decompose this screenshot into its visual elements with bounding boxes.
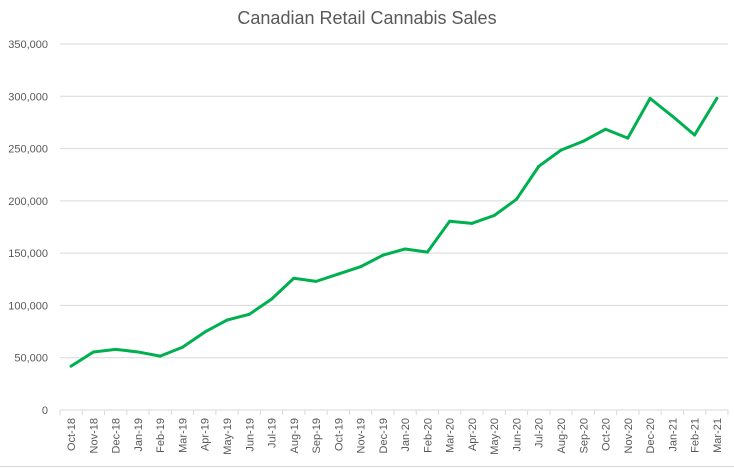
- data-point: [336, 272, 340, 276]
- data-point: [314, 279, 318, 283]
- data-point: [270, 297, 274, 301]
- x-tick-label: Feb-20: [422, 418, 434, 453]
- x-tick-label: Feb-21: [690, 418, 702, 453]
- x-tick-label: May-20: [489, 418, 501, 455]
- x-tick-label: Mar-21: [712, 418, 724, 453]
- x-tick-label: Jul-20: [534, 418, 546, 448]
- data-point: [381, 253, 385, 257]
- x-tick-label: Apr-20: [467, 418, 479, 451]
- x-tick-label: Sep-19: [311, 418, 323, 453]
- y-tick-label: 300,000: [8, 91, 48, 103]
- x-tick-label: Jun-20: [511, 418, 523, 452]
- data-point: [670, 114, 674, 118]
- data-point: [136, 350, 140, 354]
- x-tick-label: Jun-19: [244, 418, 256, 452]
- chart-title: Canadian Retail Cannabis Sales: [237, 8, 496, 28]
- y-tick-label: 50,000: [14, 353, 48, 365]
- y-tick-label: 0: [42, 405, 48, 417]
- x-tick-label: Jan-21: [667, 418, 679, 452]
- x-tick-label: Nov-18: [88, 418, 100, 453]
- data-point: [225, 318, 229, 322]
- data-point: [492, 213, 496, 217]
- data-point: [114, 347, 118, 351]
- data-point: [626, 136, 630, 140]
- data-point: [180, 345, 184, 349]
- x-tick-label: Oct-18: [66, 418, 78, 451]
- data-point: [69, 364, 73, 368]
- x-tick-label: Oct-20: [601, 418, 613, 451]
- chart-border: [0, 466, 734, 467]
- x-tick-label: Apr-19: [200, 418, 212, 451]
- data-point: [715, 96, 719, 100]
- x-tick-label: Jan-20: [400, 418, 412, 452]
- data-point: [514, 197, 518, 201]
- x-tick-label: Dec-19: [378, 418, 390, 453]
- data-point: [425, 250, 429, 254]
- x-tick-label: Nov-19: [356, 418, 368, 453]
- data-point: [448, 219, 452, 223]
- y-tick-label: 350,000: [8, 39, 48, 51]
- data-point: [91, 350, 95, 354]
- data-point: [158, 354, 162, 358]
- x-tick-label: Aug-19: [289, 418, 301, 453]
- x-tick-label: Mar-20: [445, 418, 457, 453]
- x-tick-label: Sep-20: [578, 418, 590, 453]
- y-tick-label: 200,000: [8, 196, 48, 208]
- series-group: [69, 96, 719, 368]
- data-point: [537, 164, 541, 168]
- series-line: [69, 96, 719, 368]
- data-point: [581, 139, 585, 143]
- y-tick-label: 250,000: [8, 144, 48, 156]
- data-point: [359, 265, 363, 269]
- y-tick-label: 150,000: [8, 248, 48, 260]
- x-tick-label: Dec-18: [111, 418, 123, 453]
- x-tick-label: Aug-20: [556, 418, 568, 453]
- data-point: [470, 221, 474, 225]
- x-tick-label: Jan-19: [133, 418, 145, 452]
- data-point: [403, 247, 407, 251]
- data-point: [292, 276, 296, 280]
- y-tick-label: 100,000: [8, 300, 48, 312]
- x-tick-label: Jul-19: [267, 418, 279, 448]
- x-axis: Oct-18 Nov-18 Dec-18 Jan-19 Feb-19 Mar-19 Apr-…: [59, 409, 729, 455]
- x-tick-label: Feb-19: [155, 418, 167, 453]
- gridlines: [60, 43, 728, 359]
- data-point: [559, 148, 563, 152]
- data-point: [604, 127, 608, 131]
- x-tick-label: May-19: [222, 418, 234, 455]
- data-point: [648, 96, 652, 100]
- data-point: [203, 330, 207, 334]
- x-tick-label: Oct-19: [333, 418, 345, 451]
- data-point: [693, 133, 697, 137]
- x-tick-label: Nov-20: [623, 418, 635, 453]
- data-point: [247, 312, 251, 316]
- x-tick-label: Mar-19: [177, 418, 189, 453]
- y-axis: 0 50,000 100,000 150,000 200,000 250,000 300,0…: [8, 39, 48, 417]
- x-tick-label: Dec-20: [645, 418, 657, 453]
